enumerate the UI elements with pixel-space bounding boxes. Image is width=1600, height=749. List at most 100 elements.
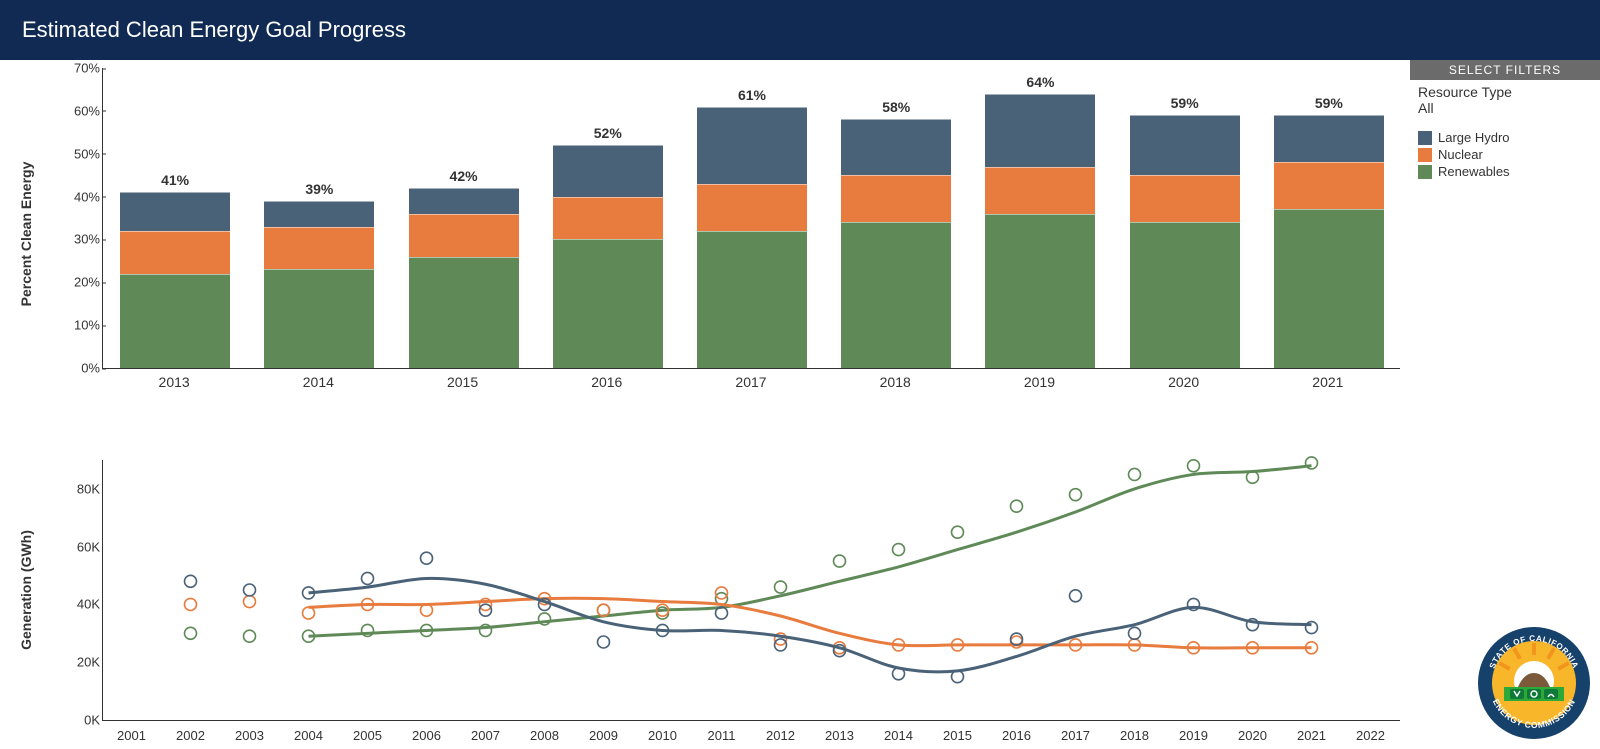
bar-segment-nuclear[interactable] <box>1274 162 1384 209</box>
line-point-large-hydro[interactable] <box>893 668 905 680</box>
line-point-nuclear[interactable] <box>598 604 610 616</box>
line-x-label: 2003 <box>235 728 264 743</box>
bar-x-label: 2016 <box>552 374 662 390</box>
bar-x-label: 2019 <box>984 374 1094 390</box>
line-point-large-hydro[interactable] <box>716 607 728 619</box>
line-point-renewables[interactable] <box>1011 500 1023 512</box>
line-point-renewables[interactable] <box>1247 471 1259 483</box>
bar-segment-nuclear[interactable] <box>553 197 663 240</box>
line-point-nuclear[interactable] <box>185 598 197 610</box>
line-point-renewables[interactable] <box>893 544 905 556</box>
line-x-label: 2004 <box>294 728 323 743</box>
line-point-large-hydro[interactable] <box>185 575 197 587</box>
bar-segment-nuclear[interactable] <box>985 167 1095 214</box>
line-series-renewables[interactable] <box>309 466 1312 636</box>
line-x-label: 2012 <box>766 728 795 743</box>
legend-item[interactable]: Renewables <box>1418 164 1592 179</box>
line-point-renewables[interactable] <box>834 555 846 567</box>
bar-total-label: 52% <box>553 125 663 141</box>
line-point-large-hydro[interactable] <box>362 572 374 584</box>
line-x-label: 2022 <box>1356 728 1385 743</box>
line-x-label: 2015 <box>943 728 972 743</box>
bar-segment-large-hydro[interactable] <box>553 145 663 196</box>
line-point-renewables[interactable] <box>1129 468 1141 480</box>
line-point-large-hydro[interactable] <box>1011 633 1023 645</box>
line-y-tick: 60K <box>40 539 100 554</box>
line-chart: Generation (GWh) 0K20K40K60K80K 20012002… <box>40 460 1400 749</box>
bar-segment-renewables[interactable] <box>1130 222 1240 368</box>
bar-segment-large-hydro[interactable] <box>264 201 374 227</box>
bar-total-label: 42% <box>409 168 519 184</box>
bar-segment-large-hydro[interactable] <box>1130 115 1240 175</box>
line-point-renewables[interactable] <box>244 630 256 642</box>
line-point-renewables[interactable] <box>1188 460 1200 472</box>
line-point-renewables[interactable] <box>185 627 197 639</box>
legend-item[interactable]: Nuclear <box>1418 147 1592 162</box>
line-point-renewables[interactable] <box>952 526 964 538</box>
line-x-label: 2009 <box>589 728 618 743</box>
bar-y-tick: 30% <box>40 232 100 247</box>
line-point-large-hydro[interactable] <box>244 584 256 596</box>
line-point-renewables[interactable] <box>1070 489 1082 501</box>
line-x-label: 2017 <box>1061 728 1090 743</box>
bar-y-tick: 60% <box>40 103 100 118</box>
line-point-nuclear[interactable] <box>303 607 315 619</box>
bar-segment-large-hydro[interactable] <box>1274 115 1384 162</box>
bar-x-axis-line <box>102 368 1400 369</box>
line-x-label: 2007 <box>471 728 500 743</box>
main-area: Percent Clean Energy 41%39%42%52%61%58%6… <box>0 60 1600 749</box>
bar-plot-area: 41%39%42%52%61%58%64%59%59% <box>102 68 1400 368</box>
line-x-label: 2010 <box>648 728 677 743</box>
bar-x-label: 2014 <box>263 374 373 390</box>
line-point-large-hydro[interactable] <box>952 671 964 683</box>
line-y-tick: 40K <box>40 597 100 612</box>
legend-swatch <box>1418 131 1432 145</box>
bar-segment-large-hydro[interactable] <box>120 192 230 231</box>
line-point-nuclear[interactable] <box>244 596 256 608</box>
bar-x-label: 2020 <box>1129 374 1239 390</box>
bar-segment-renewables[interactable] <box>697 231 807 368</box>
bar-segment-renewables[interactable] <box>264 269 374 368</box>
line-x-label: 2011 <box>708 728 736 743</box>
bar-segment-large-hydro[interactable] <box>985 94 1095 167</box>
bar-y-tick: 0% <box>40 361 100 376</box>
bar-segment-large-hydro[interactable] <box>841 119 951 175</box>
bar-segment-renewables[interactable] <box>985 214 1095 368</box>
bar-x-label: 2013 <box>119 374 229 390</box>
bar-segment-renewables[interactable] <box>553 239 663 368</box>
bar-y-tick: 70% <box>40 61 100 76</box>
legend-label: Renewables <box>1438 164 1510 179</box>
bar-segment-nuclear[interactable] <box>697 184 807 231</box>
charts-column: Percent Clean Energy 41%39%42%52%61%58%6… <box>0 60 1410 749</box>
bar-total-label: 59% <box>1130 95 1240 111</box>
legend-item[interactable]: Large Hydro <box>1418 130 1592 145</box>
page-title: Estimated Clean Energy Goal Progress <box>22 17 406 43</box>
line-y-tick: 80K <box>40 481 100 496</box>
bar-segment-nuclear[interactable] <box>120 231 230 274</box>
bar-segment-nuclear[interactable] <box>264 227 374 270</box>
bar-x-label: 2015 <box>408 374 518 390</box>
bar-segment-nuclear[interactable] <box>1130 175 1240 222</box>
line-point-large-hydro[interactable] <box>1070 590 1082 602</box>
bar-y-axis-title: Percent Clean Energy <box>18 162 34 307</box>
bar-segment-renewables[interactable] <box>409 257 519 368</box>
legend-label: Nuclear <box>1438 147 1483 162</box>
line-point-nuclear[interactable] <box>421 604 433 616</box>
bar-y-tick: 50% <box>40 146 100 161</box>
line-point-large-hydro[interactable] <box>598 636 610 648</box>
bar-total-label: 41% <box>120 172 230 188</box>
filter-value: All <box>1418 100 1592 116</box>
line-point-large-hydro[interactable] <box>421 552 433 564</box>
bar-x-label: 2018 <box>840 374 950 390</box>
resource-type-filter[interactable]: Resource Type All <box>1410 80 1600 124</box>
bar-segment-nuclear[interactable] <box>409 214 519 257</box>
bar-segment-renewables[interactable] <box>1274 209 1384 368</box>
bar-segment-nuclear[interactable] <box>841 175 951 222</box>
bar-segment-large-hydro[interactable] <box>409 188 519 214</box>
line-y-tick: 20K <box>40 655 100 670</box>
line-point-large-hydro[interactable] <box>1129 627 1141 639</box>
bar-segment-renewables[interactable] <box>120 274 230 368</box>
bar-segment-renewables[interactable] <box>841 222 951 368</box>
line-point-renewables[interactable] <box>775 581 787 593</box>
bar-segment-large-hydro[interactable] <box>697 107 807 184</box>
